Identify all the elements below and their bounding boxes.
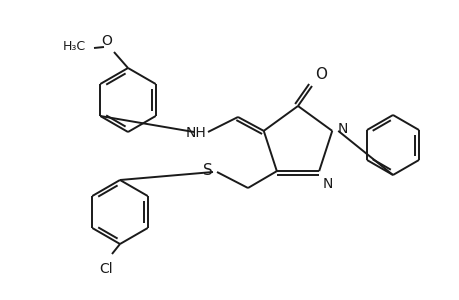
Text: N: N xyxy=(336,122,347,136)
Text: O: O xyxy=(101,34,112,48)
Text: NH: NH xyxy=(185,126,206,140)
Text: N: N xyxy=(321,177,332,191)
Text: O: O xyxy=(314,67,326,82)
Text: Cl: Cl xyxy=(99,262,112,276)
Text: H₃C: H₃C xyxy=(63,40,86,52)
Text: S: S xyxy=(203,163,213,178)
